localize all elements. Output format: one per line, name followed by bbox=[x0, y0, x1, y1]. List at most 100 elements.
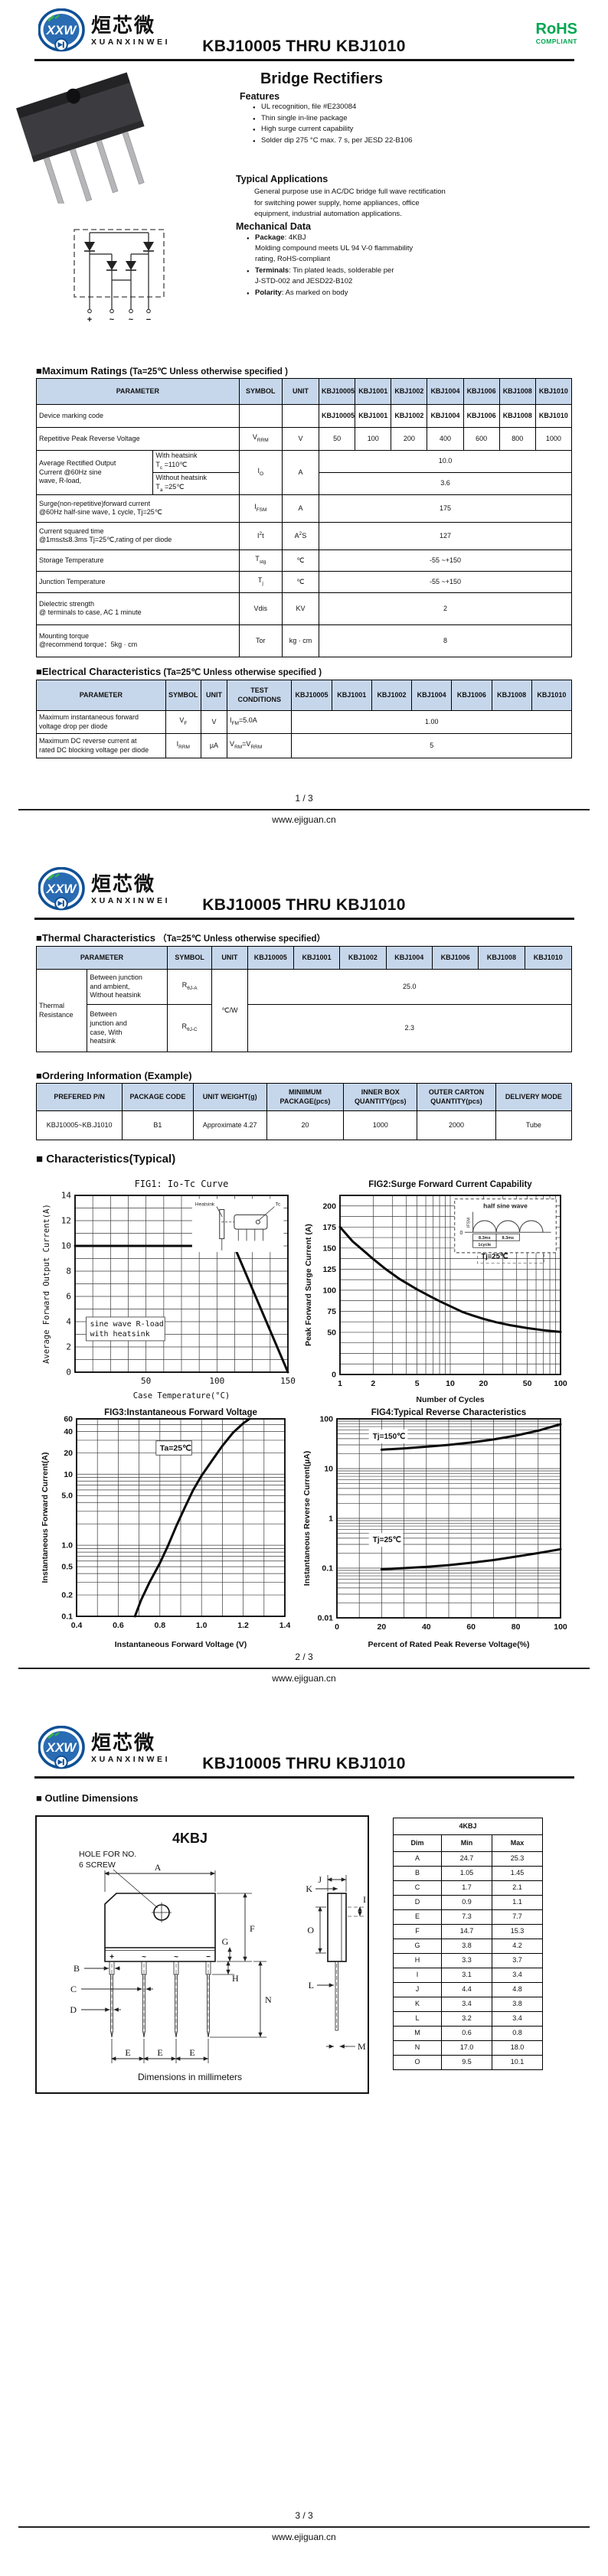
table-header-cell: KBJ1010 bbox=[531, 680, 573, 711]
table-cell: 25.3 bbox=[491, 1851, 544, 1867]
table-cell bbox=[281, 404, 320, 428]
svg-text:100: 100 bbox=[322, 1286, 336, 1295]
svg-text:10: 10 bbox=[61, 1241, 71, 1251]
svg-text:2: 2 bbox=[371, 1379, 375, 1388]
svg-text:6 SCREW: 6 SCREW bbox=[79, 1860, 116, 1870]
table-cell: D bbox=[393, 1895, 442, 1910]
table-cell bbox=[238, 404, 283, 428]
brand-name-cn: 烜芯微 bbox=[91, 14, 156, 37]
bridge-schematic: + ~ ~ − bbox=[74, 229, 165, 324]
page-1: XXW 烜芯微 XUANXINWEI KBJ10005 THRU KBJ1010… bbox=[0, 0, 608, 859]
table-cell: J bbox=[393, 1982, 442, 1997]
table-cell: Tstg bbox=[238, 549, 283, 572]
table-header-cell: PACKAGE CODE bbox=[122, 1083, 194, 1111]
table-cell: 1000 bbox=[534, 427, 573, 451]
svg-text:1: 1 bbox=[338, 1379, 342, 1388]
table-cell: 1.00 bbox=[291, 710, 572, 734]
table-cell: IFSM bbox=[238, 494, 283, 523]
table-cell: B1 bbox=[122, 1110, 194, 1140]
table-cell: RθJ-A bbox=[166, 969, 213, 1005]
table-header-cell: PARAMETER bbox=[36, 378, 240, 405]
svg-text:Ta=25℃: Ta=25℃ bbox=[160, 1443, 191, 1453]
table-cell: 17.0 bbox=[441, 2040, 492, 2056]
svg-text:I: I bbox=[363, 1894, 366, 1905]
table-cell: KBJ1010 bbox=[534, 404, 573, 428]
svg-text:75: 75 bbox=[327, 1307, 336, 1316]
svg-text:1cycle: 1cycle bbox=[478, 1243, 491, 1247]
table-cell: VRRM bbox=[238, 427, 283, 451]
svg-text:FIG3:Instantaneous Forward Vol: FIG3:Instantaneous Forward Voltage bbox=[104, 1408, 257, 1417]
table-header-cell: KBJ1006 bbox=[431, 946, 479, 970]
svg-text:half sine wave: half sine wave bbox=[483, 1202, 528, 1210]
table-cell: 3.2 bbox=[441, 2011, 492, 2027]
svg-text:60: 60 bbox=[64, 1415, 73, 1424]
svg-text:20: 20 bbox=[64, 1449, 73, 1458]
table-cell: 3.4 bbox=[491, 1968, 544, 1983]
svg-text:10: 10 bbox=[324, 1465, 333, 1474]
svg-text:200: 200 bbox=[322, 1202, 336, 1211]
mech-item: Terminals: Tin plated leads, solderable … bbox=[247, 266, 511, 287]
table-cell: I bbox=[393, 1968, 442, 1983]
website-url: www.ejiguan.cn bbox=[272, 1673, 336, 1684]
table-cell: KV bbox=[281, 592, 320, 625]
svg-text:10: 10 bbox=[446, 1379, 455, 1388]
table-cell: 10.1 bbox=[491, 2055, 544, 2070]
svg-text:8: 8 bbox=[66, 1267, 71, 1277]
table-header-cell: Max bbox=[491, 1834, 544, 1852]
page-header: XXW 烜芯微 XUANXINWEI KBJ10005 THRU KBJ1010 bbox=[0, 1717, 608, 1782]
table-cell: Thermal Resistance bbox=[35, 969, 88, 1052]
doc-title: KBJ10005 THRU KBJ1010 bbox=[202, 1755, 406, 1772]
svg-text:0: 0 bbox=[459, 1231, 463, 1236]
svg-text:80: 80 bbox=[512, 1622, 521, 1632]
table-cell: ℃ bbox=[281, 570, 320, 593]
fig3-forward-voltage-chart: 0.4 0.6 0.8 1.0 1.2 1.4 0.1 0.2 0.5 1.0 5.0 10 20 40 6… bbox=[38, 1405, 297, 1652]
table-cell: KBJ1008 bbox=[498, 404, 536, 428]
svg-text:HOLE FOR NO.: HOLE FOR NO. bbox=[79, 1850, 136, 1859]
table-header-cell: KBJ1006 bbox=[451, 680, 492, 711]
footer-rule bbox=[18, 1668, 590, 1669]
brand-logo: XXW 烜芯微 XUANXINWEI bbox=[38, 1726, 170, 1770]
table-cell: 0.8 bbox=[491, 2026, 544, 2041]
svg-text:FIG4:Typical Reverse Character: FIG4:Typical Reverse Characteristics bbox=[371, 1408, 526, 1417]
mech-item: Polarity: As marked on body bbox=[247, 288, 511, 299]
doc-title: KBJ10005 THRU KBJ1010 bbox=[202, 896, 406, 914]
svg-text:Dimensions in millimeters: Dimensions in millimeters bbox=[138, 2072, 242, 2082]
table-cell: 0.6 bbox=[441, 2026, 492, 2041]
table-cell: KBJ1001 bbox=[355, 404, 392, 428]
svg-text:G: G bbox=[222, 1936, 229, 1947]
svg-text:50: 50 bbox=[523, 1379, 532, 1388]
header-rule bbox=[34, 59, 574, 61]
chart-svg: 50 100 150 0 2 4 6 8 10 12 14 FIG1: Io-Tc Curve Case… bbox=[42, 1179, 296, 1400]
table-header-cell: DELIVERY MODE bbox=[495, 1083, 573, 1111]
svg-text:Instantaneous Forward Voltage: Instantaneous Forward Voltage (V) bbox=[115, 1640, 247, 1649]
doc-title: KBJ10005 THRU KBJ1010 bbox=[202, 37, 406, 55]
outline-drawing: 4KBJ HOLE FOR NO. 6 SCREW + ~ ~ − bbox=[70, 1831, 366, 2082]
table-cell: Storage Temperature bbox=[36, 549, 240, 572]
fig2-surge-current-chart: 1 2 5 10 20 50 100 0 50 75 100 125 150 175 200 FIG2:Sur… bbox=[302, 1177, 570, 1407]
svg-text:0: 0 bbox=[66, 1368, 71, 1378]
chart-svg: 0.4 0.6 0.8 1.0 1.2 1.4 0.1 0.2 0.5 1.0 5.0 10 20 40 6… bbox=[41, 1408, 290, 1649]
table-cell: 7.7 bbox=[491, 1909, 544, 1925]
table-cell: V bbox=[281, 427, 320, 451]
table-header-cell: 4KBJ bbox=[392, 1818, 544, 1835]
table-header-cell: KBJ1008 bbox=[478, 946, 525, 970]
svg-text:5.0: 5.0 bbox=[61, 1492, 73, 1501]
svg-text:Case Temperature(°C): Case Temperature(°C) bbox=[133, 1391, 230, 1400]
feature-item: Solder dip 275 °C max. 7 s, per JESD 22-… bbox=[253, 135, 513, 146]
svg-text:E: E bbox=[157, 2047, 162, 2058]
table-cell: Between junction and ambient, Without heat… bbox=[87, 969, 168, 1005]
table-header-cell: UNIT bbox=[200, 680, 228, 711]
pin-label-ac2: ~ bbox=[129, 315, 134, 324]
svg-text:Tj=25℃: Tj=25℃ bbox=[373, 1536, 401, 1544]
table-cell: G bbox=[393, 1939, 442, 1954]
table-cell: KBJ1004 bbox=[427, 404, 464, 428]
brand-logo: XXW 烜芯微 XUANXINWEI bbox=[38, 867, 170, 911]
svg-text:~: ~ bbox=[142, 1953, 146, 1961]
table-cell: Repetitive Peak Reverse Voltage bbox=[36, 427, 240, 451]
table-cell: E bbox=[393, 1909, 442, 1925]
table-cell: F bbox=[393, 1924, 442, 1939]
page-number: 2 / 3 bbox=[295, 1652, 313, 1662]
svg-text:B: B bbox=[74, 1963, 80, 1974]
svg-text:150: 150 bbox=[280, 1376, 296, 1386]
table-cell: Vdis bbox=[238, 592, 283, 625]
